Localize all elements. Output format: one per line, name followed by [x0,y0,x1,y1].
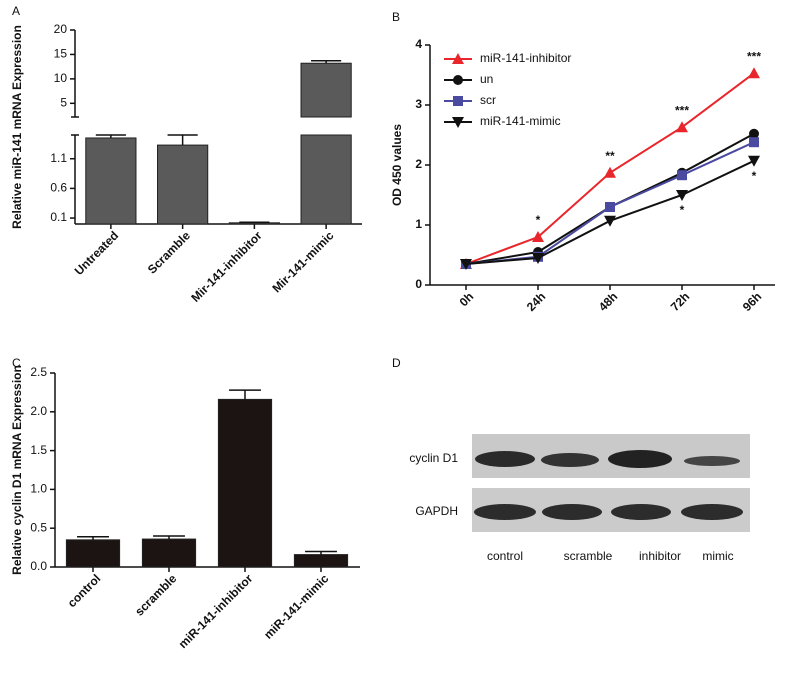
panel-letter: B [392,10,400,24]
bar [300,62,352,118]
lane-label: inhibitor [639,549,681,563]
marker [452,53,464,64]
lane-label: scramble [564,549,613,563]
lane-label: mimic [702,549,733,563]
marker [749,128,759,139]
legend-label: scr [480,93,496,107]
x-tick-label: Untreated [72,228,122,278]
marker [676,121,688,133]
marker [532,231,544,242]
x-tick-label: 96h [740,289,765,314]
band [542,504,602,520]
x-tick-label: Mir-141-mimic [270,228,337,295]
marker [605,202,615,212]
bar [141,538,197,568]
y-axis-label: Relative miR-141 mRNA Expression [10,25,24,229]
panel-letter: C [12,356,21,370]
blot-image [472,434,750,532]
lane-label: control [487,549,523,563]
annotation: *** [675,103,689,117]
x-tick-label: miR-141-inhibitor [176,571,256,651]
legend-label: miR-141-mimic [480,114,561,128]
bar [228,222,280,225]
y-tick-label: 0.6 [50,181,67,195]
y-tick-label: 0.1 [50,210,67,224]
panel-letter: D [392,356,401,370]
y-tick-label: 0 [415,277,422,291]
y-axis-label: Relative cyclin D1 mRNA Expression [10,365,24,575]
band [681,504,743,520]
marker [749,137,759,148]
marker [604,215,616,227]
band [474,504,536,520]
marker [460,259,472,270]
y-tick-label: 4 [415,37,422,51]
bar [85,137,137,225]
annotation: * [680,203,685,217]
marker [452,117,464,128]
marker [748,155,760,167]
row-label: cyclin D1 [409,451,458,465]
y-tick-label: 3 [415,97,422,111]
y-tick-label: 20 [54,22,68,36]
y-tick-label: 5 [60,95,67,109]
y-axis-label: OD 450 values [390,124,404,206]
marker [453,96,463,106]
band [611,504,671,520]
y-tick-label: 15 [54,47,68,61]
marker [748,67,760,79]
y-tick-label: 1.1 [50,151,67,165]
bar [65,539,121,568]
row-label: GAPDH [415,504,458,518]
band [475,451,535,467]
annotation: *** [747,49,761,63]
marker [677,170,687,181]
x-tick-label: 0h [457,289,477,309]
y-tick-label: 10 [54,71,68,85]
marker [453,75,463,85]
annotation: ** [605,149,615,163]
y-tick-label: 0.5 [30,520,47,534]
x-tick-label: 48h [596,289,621,314]
bar [217,398,273,568]
x-tick-label: Mir-141-inhibitor [188,228,265,305]
band [541,453,599,467]
marker [676,190,688,201]
x-tick-label: Scramble [145,228,193,276]
panel-letter: A [12,4,20,18]
y-tick-label: 2.5 [30,365,47,379]
y-tick-label: 1 [415,217,422,231]
y-tick-label: 2.0 [30,404,47,418]
bar [300,134,352,225]
x-tick-label: control [65,571,104,610]
y-tick-label: 1.0 [30,482,47,496]
legend-label: miR-141-inhibitor [480,51,571,65]
marker [532,253,544,264]
annotation: * [536,213,541,227]
annotation: * [752,169,757,183]
y-tick-label: 2 [415,157,422,171]
bar [293,554,349,568]
legend-label: un [480,72,493,86]
band [684,456,740,466]
y-tick-label: 0.0 [30,559,47,573]
marker [604,166,616,178]
x-tick-label: 72h [668,289,693,314]
y-tick-label: 1.5 [30,443,47,457]
x-tick-label: miR-141-mimic [261,571,331,641]
band [608,450,672,468]
x-tick-label: scramble [132,571,179,618]
bar [157,144,209,225]
x-tick-label: 24h [524,289,549,314]
